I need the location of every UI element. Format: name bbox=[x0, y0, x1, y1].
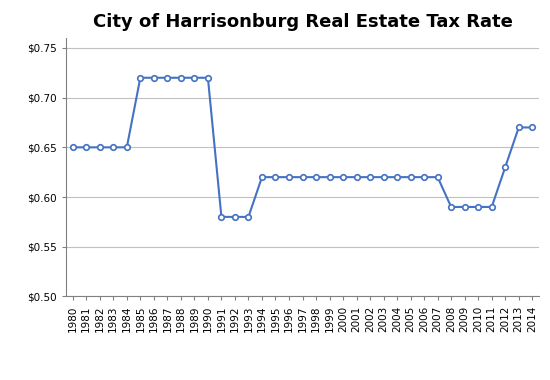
Title: City of Harrisonburg Real Estate Tax Rate: City of Harrisonburg Real Estate Tax Rat… bbox=[92, 13, 513, 31]
